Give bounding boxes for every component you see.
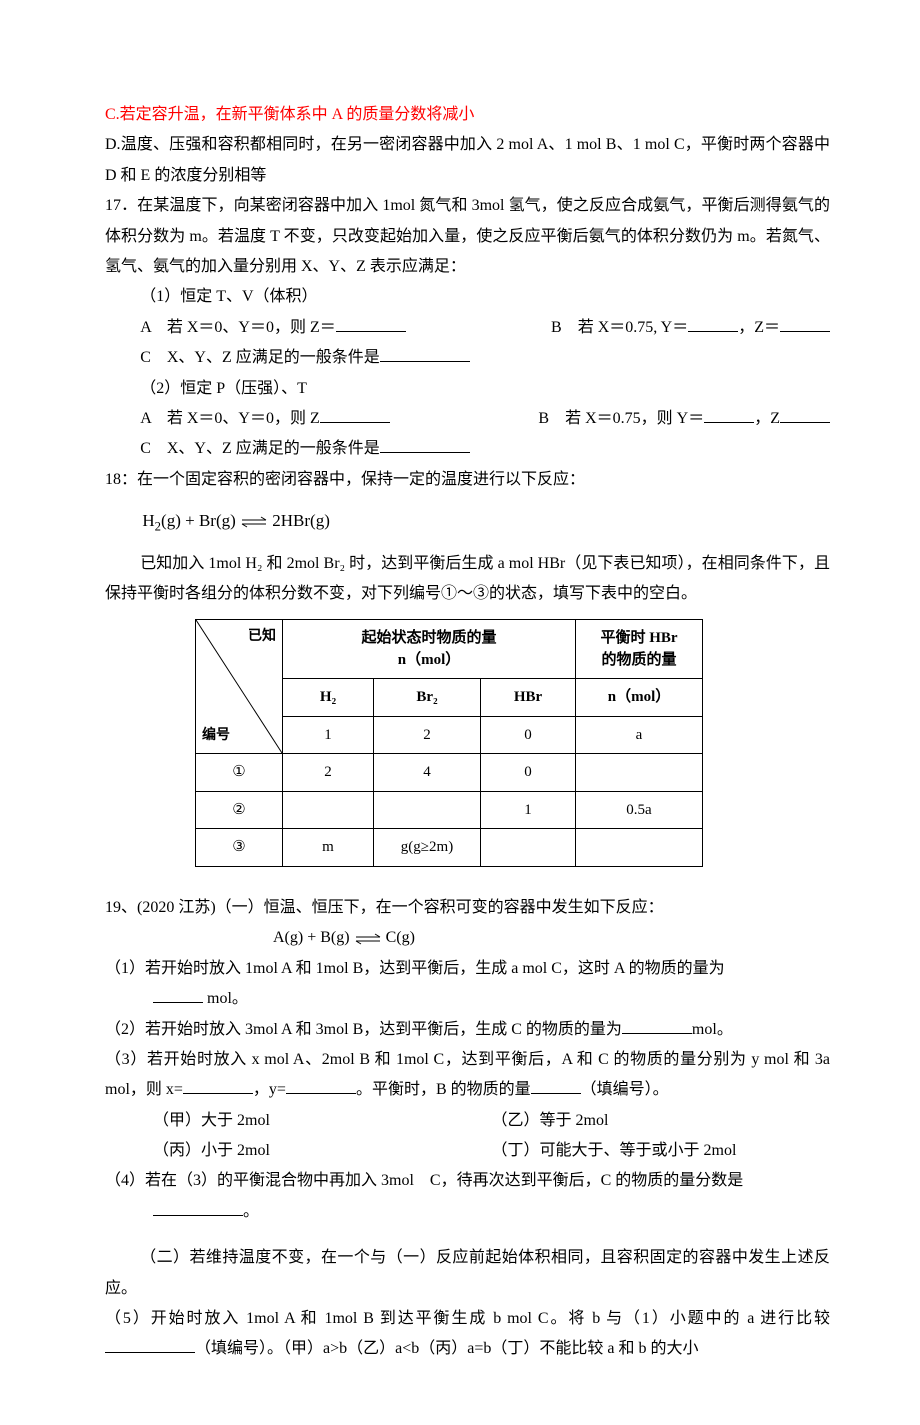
q19-2-text: （2）若开始时放入 3mol A 和 3mol B，达到平衡后，生成 C 的物质… [105,1021,622,1038]
opt-b: （乙）等于 2mol [492,1106,831,1136]
q19-1-tail: mol。 [203,990,248,1007]
q19-3d: （填编号）。 [581,1081,669,1098]
q19-4-cont: 。 [105,1197,830,1227]
q17-1a-label: A 若 X＝0、Y＝0，则 Z＝ [140,319,336,336]
eq-rhs: 2HBr(g) [272,511,330,530]
option-c: C.若定容升温，在新平衡体系中 A 的质量分数将减小 [105,100,830,130]
blank[interactable] [380,345,470,362]
q19-2-tail: mol。 [692,1021,733,1038]
option-d: D.温度、压强和容积都相同时，在另一密闭容器中加入 2 mol A、1 mol … [105,130,830,191]
eq-lhs: A(g) + B(g) [273,929,350,946]
q19-5: （5）开始时放入 1mol A 和 1mol B 到达平衡生成 b mol C。… [105,1304,830,1365]
blank[interactable] [153,986,203,1003]
q19-5a: （5）开始时放入 1mol A 和 1mol B 到达平衡生成 b mol C。… [105,1310,830,1327]
equilibrium-arrows-icon [354,932,382,946]
q19-4: （4）若在（3）的平衡混合物中再加入 3mol C，待再次达到平衡后，C 的物质… [105,1166,830,1196]
q19-5b: （填编号）。（甲）a>b（乙）a<b（丙）a=b（丁）不能比较 a 和 b 的大… [195,1340,698,1357]
blank[interactable] [622,1017,692,1034]
q17-1c: C X、Y、Z 应满足的一般条件是 [105,343,830,373]
q17-2b-label: B 若 X＝0.75，则 Y＝ [538,410,704,427]
blank[interactable] [183,1077,253,1094]
q17-sub1: （1）恒定 T、V（体积） [105,282,830,312]
q19-equation: A(g) + B(g) C(g) [105,923,830,953]
q17-2b-sep: ，Z [754,410,780,427]
q17-1b-sep: ，Z＝ [738,319,780,336]
blank[interactable] [320,406,390,423]
equilibrium-arrows-icon [240,515,268,529]
q17-2a-label: A 若 X＝0、Y＝0，则 Z [140,410,320,427]
opt-a: （甲）大于 2mol [153,1106,492,1136]
blank[interactable] [704,406,754,423]
blank[interactable] [286,1077,356,1094]
q19-part2: （二）若维持温度不变，在一个与（一）反应前起始体积相同，且容积固定的容器中发生上… [105,1243,830,1304]
q17-1c-label: C X、Y、Z 应满足的一般条件是 [140,349,380,366]
blank[interactable] [780,315,830,332]
q18-stem2: 已知加入 1mol H₂ 和 2mol Br₂ 时，达到平衡后生成 a mol … [105,549,830,610]
q19-3-options: （甲）大于 2mol （乙）等于 2mol （丙）小于 2mol （丁）可能大于… [105,1106,830,1167]
q17-stem: 17．在某温度下，向某密闭容器中加入 1mol 氮气和 3mol 氢气，使之反应… [105,191,830,282]
q17-2c-label: C X、Y、Z 应满足的一般条件是 [140,440,380,457]
q19-3b: ，y= [253,1081,286,1098]
q19-3: （3）若开始时放入 x mol A、2mol B 和 1mol C，达到平衡后，… [105,1045,830,1106]
q19-4a: （4）若在（3）的平衡混合物中再加入 3mol C，待再次达到平衡后，C 的物质… [105,1172,743,1189]
blank[interactable] [780,406,830,423]
q19-2: （2）若开始时放入 3mol A 和 3mol B，达到平衡后，生成 C 的物质… [105,1015,830,1045]
q19-1: （1）若开始时放入 1mol A 和 1mol B，达到平衡后，生成 a mol… [105,954,830,984]
q17-sub2: （2）恒定 P（压强）、T [105,374,830,404]
q19-stem: 19、(2020 江苏)（一）恒温、恒压下，在一个容积可变的容器中发生如下反应： [105,893,830,923]
q18-equation: H2(g) + Br(g) 2HBr(g) [105,505,830,539]
eq-h: H [142,511,154,530]
blank[interactable] [380,436,470,453]
q19-3c: 。平衡时，B 的物质的量 [356,1081,531,1098]
q17-2-ab: A 若 X＝0、Y＝0，则 Z B 若 X＝0.75，则 Y＝ ，Z [105,404,830,434]
blank[interactable] [336,315,406,332]
blank[interactable] [153,1199,243,1216]
q17-1-ab: A 若 X＝0、Y＝0，则 Z＝ B 若 X＝0.75, Y＝ ，Z＝ [105,313,830,343]
q18-stem1: 18：在一个固定容积的密闭容器中，保持一定的温度进行以下反应： [105,465,830,495]
eq-lhs: (g) + Br(g) [161,511,236,530]
q19-4b: 。 [243,1203,259,1220]
blank[interactable] [531,1077,581,1094]
q17-1b-label: B 若 X＝0.75, Y＝ [551,319,688,336]
blank[interactable] [688,315,738,332]
q19-1-cont: mol。 [105,984,830,1014]
opt-d: （丁）可能大于、等于或小于 2mol [492,1136,831,1166]
eq-rhs: C(g) [386,929,415,946]
blank[interactable] [105,1336,195,1353]
opt-c: （丙）小于 2mol [153,1136,492,1166]
q18-table: 已知 编号 起始状态时物质的量n（mol）平衡时 HBr的物质的量H₂Br₂HB… [195,619,703,867]
q19-1-text: （1）若开始时放入 1mol A 和 1mol B，达到平衡后，生成 a mol… [105,960,725,977]
q17-2c: C X、Y、Z 应满足的一般条件是 [105,434,830,464]
